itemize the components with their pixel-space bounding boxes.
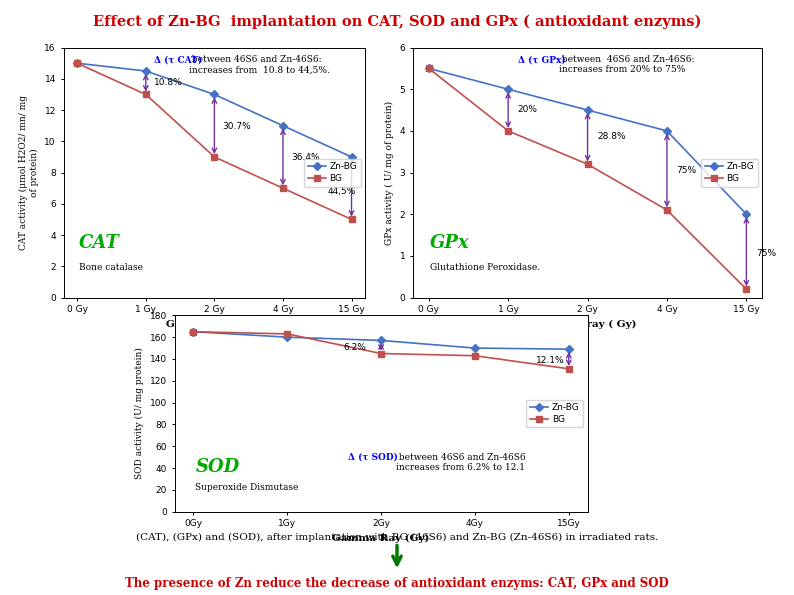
BG: [564, 365, 573, 372]
Text: (CAT), (GPx) and (SOD), after implantation with BG (46S6) and Zn-BG (Zn-46S6) in: (CAT), (GPx) and (SOD), after implantati…: [136, 533, 658, 541]
BG: [347, 216, 357, 223]
Zn-BG: [141, 67, 151, 74]
Y-axis label: SOD activity (U/ mg protein): SOD activity (U/ mg protein): [135, 347, 145, 480]
BG: [583, 161, 592, 168]
Legend: Zn-BG, BG: Zn-BG, BG: [526, 400, 583, 427]
Line: BG: BG: [191, 329, 572, 372]
Zn-BG: [564, 346, 573, 353]
Text: 6.2%: 6.2%: [344, 343, 367, 352]
Text: 44,5%: 44,5%: [328, 187, 356, 196]
Zn-BG: [72, 60, 82, 67]
Text: between 46S6 and Zn-46S6
increases from 6.2% to 12.1: between 46S6 and Zn-46S6 increases from …: [396, 453, 526, 472]
Text: 36.4%: 36.4%: [291, 153, 320, 162]
Legend: Zn-BG, BG: Zn-BG, BG: [304, 159, 360, 186]
Text: 28.8%: 28.8%: [597, 132, 626, 141]
Text: Δ (τ SOD): Δ (τ SOD): [348, 453, 398, 462]
Line: Zn-BG: Zn-BG: [191, 329, 572, 352]
BG: [662, 206, 672, 214]
BG: [189, 328, 198, 335]
Text: Superoxide Dismutase: Superoxide Dismutase: [195, 483, 299, 492]
BG: [210, 154, 219, 161]
Zn-BG: [189, 328, 198, 335]
Zn-BG: [347, 154, 357, 161]
Y-axis label: CAT activity (μmol H2O2/ mn/ mg
of protein): CAT activity (μmol H2O2/ mn/ mg of prote…: [19, 95, 39, 250]
Text: The presence of Zn reduce the decrease of antioxidant enzyms: CAT, GPx and SOD: The presence of Zn reduce the decrease o…: [125, 577, 669, 590]
Zn-BG: [470, 345, 480, 352]
Text: 10.8%: 10.8%: [154, 78, 183, 87]
Zn-BG: [503, 86, 513, 93]
Text: Glutathione Peroxidase.: Glutathione Peroxidase.: [430, 263, 541, 272]
BG: [72, 60, 82, 67]
Text: Δ (τ GPx): Δ (τ GPx): [518, 55, 565, 64]
BG: [376, 350, 386, 357]
BG: [470, 352, 480, 359]
X-axis label: Gamma Ray (Gy): Gamma Ray (Gy): [333, 534, 430, 543]
Zn-BG: [278, 122, 287, 129]
Zn-BG: [210, 91, 219, 98]
Text: GPx: GPx: [430, 233, 470, 252]
BG: [278, 184, 287, 192]
Text: CAT: CAT: [79, 233, 119, 252]
Zn-BG: [424, 65, 434, 72]
Zn-BG: [376, 337, 386, 344]
Zn-BG: [583, 107, 592, 114]
Line: BG: BG: [426, 65, 749, 292]
X-axis label: Gamma ray ( Gy): Gamma ray ( Gy): [166, 320, 263, 329]
Text: between 46S6 and Zn-46S6:
increases from  10.8 to 44,5%.: between 46S6 and Zn-46S6: increases from…: [189, 55, 330, 74]
Text: 75%: 75%: [756, 249, 776, 258]
X-axis label: Gamma ray ( Gy): Gamma ray ( Gy): [539, 320, 636, 329]
Text: 30.7%: 30.7%: [222, 122, 252, 131]
Text: Effect of Zn-BG  implantation on CAT, SOD and GPx ( antioxidant enzyms): Effect of Zn-BG implantation on CAT, SOD…: [93, 15, 701, 29]
BG: [742, 286, 751, 293]
BG: [503, 127, 513, 134]
Zn-BG: [742, 211, 751, 218]
Text: 12.1%: 12.1%: [536, 356, 565, 365]
BG: [283, 330, 292, 337]
Line: Zn-BG: Zn-BG: [75, 61, 354, 159]
BG: [141, 91, 151, 98]
Text: SOD: SOD: [195, 458, 240, 477]
Line: Zn-BG: Zn-BG: [426, 65, 749, 217]
Text: Δ (τ CAT): Δ (τ CAT): [154, 55, 202, 64]
BG: [424, 65, 434, 72]
Text: 20%: 20%: [518, 105, 538, 114]
Legend: Zn-BG, BG: Zn-BG, BG: [701, 159, 757, 186]
Zn-BG: [662, 127, 672, 134]
Text: between  46S6 and Zn-46S6:
increases from 20% to 75%: between 46S6 and Zn-46S6: increases from…: [558, 55, 694, 74]
Y-axis label: GPx activity ( U/ mg of protein): GPx activity ( U/ mg of protein): [385, 101, 394, 245]
Line: BG: BG: [75, 61, 354, 222]
Text: 75%: 75%: [676, 165, 696, 174]
Zn-BG: [283, 334, 292, 341]
Text: Bone catalase: Bone catalase: [79, 263, 143, 272]
